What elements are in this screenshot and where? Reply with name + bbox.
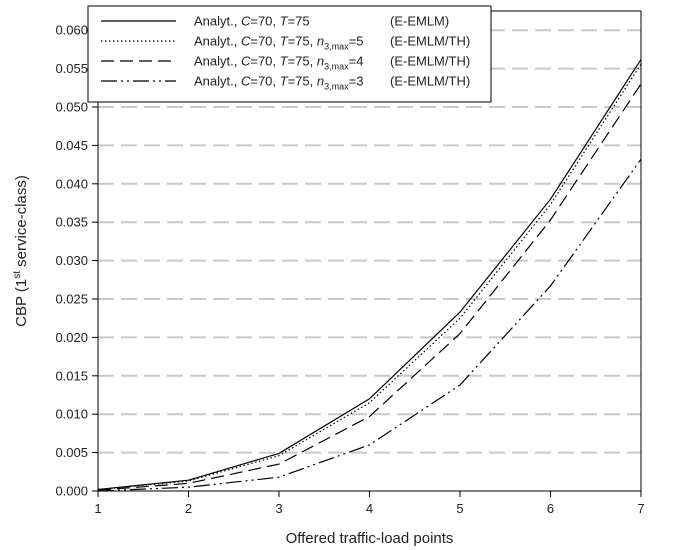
legend-var: T: [280, 74, 289, 89]
legend-label: Analyt., C=70, T=75, n3,max=3: [194, 74, 363, 92]
y-tick-label: 0.010: [55, 407, 88, 422]
y-tick-label: 0.040: [55, 176, 88, 191]
legend-var: T: [280, 34, 289, 49]
y-axis-label-prefix: CBP (1: [13, 279, 30, 327]
y-tick-label: 0.035: [55, 215, 88, 230]
legend-text: =75: [288, 14, 310, 29]
y-axis-label-suffix: service-class): [13, 175, 30, 271]
legend-tag: (E-EMLM/TH): [390, 74, 470, 89]
legend-text: =70,: [250, 14, 279, 29]
legend-var: C: [241, 34, 251, 49]
legend-text: =3: [349, 74, 364, 89]
legend-tag: (E-EMLM): [390, 14, 449, 29]
legend-subscript: 3,max: [324, 62, 349, 72]
legend-tag: (E-EMLM/TH): [390, 54, 470, 69]
legend-text: Analyt.,: [194, 74, 241, 89]
x-tick-label: 7: [637, 501, 644, 516]
legend-var: n: [317, 74, 324, 89]
legend-text: Analyt.,: [194, 54, 241, 69]
legend-text: =5: [349, 34, 364, 49]
legend-var: C: [241, 54, 251, 69]
x-tick-label: 5: [456, 501, 463, 516]
y-tick-label: 0.025: [55, 292, 88, 307]
x-tick-label: 4: [366, 501, 373, 516]
y-tick-label: 0.005: [55, 445, 88, 460]
y-axis-label: CBP (1st service-class): [12, 175, 30, 327]
legend-var: C: [241, 14, 251, 29]
series-line-4: [97, 158, 642, 492]
legend-text: Analyt.,: [194, 14, 241, 29]
legend-text: =70,: [250, 54, 279, 69]
legend-label: Analyt., C=70, T=75: [194, 14, 310, 29]
legend-text: =75,: [288, 74, 317, 89]
legend-text: =4: [349, 54, 364, 69]
x-tick-label: 1: [94, 501, 101, 516]
legend-text: =75,: [288, 54, 317, 69]
legend-var: T: [280, 14, 289, 29]
series-line-2: [97, 63, 642, 491]
x-tick-label: 2: [185, 501, 192, 516]
legend: Analyt., C=70, T=75 (E-EMLM)Analyt., C=70…: [87, 5, 492, 103]
legend-var: n: [317, 54, 324, 69]
y-tick-label: 0.055: [55, 61, 88, 76]
y-axis: 0.000 0.005 0.010 0.015 0.020 0.025 0.030 0.035…: [55, 23, 98, 499]
y-tick-label: 0.030: [55, 253, 88, 268]
y-tick-label: 0.060: [55, 23, 88, 38]
y-tick-label: 0.045: [55, 138, 88, 153]
legend-text: Analyt.,: [194, 34, 241, 49]
x-tick-label: 3: [275, 501, 282, 516]
y-tick-label: 0.020: [55, 330, 88, 345]
legend-box: [87, 5, 492, 103]
legend-text: =70,: [250, 34, 279, 49]
legend-label: Analyt., C=70, T=75, n3,max=4: [194, 54, 363, 72]
series-lines: [97, 59, 642, 492]
x-tick-label: 6: [547, 501, 554, 516]
legend-subscript: 3,max: [324, 42, 349, 52]
legend-text: =75,: [288, 34, 317, 49]
legend-text: =70,: [250, 74, 279, 89]
y-tick-label: 0.000: [55, 484, 88, 499]
y-tick-label: 0.050: [55, 100, 88, 115]
y-axis-label-superscript: st: [12, 271, 23, 279]
series-line-3: [97, 83, 642, 491]
y-tick-label: 0.015: [55, 368, 88, 383]
x-axis-label: Offered traffic-load points: [286, 530, 454, 547]
legend-label: Analyt., C=70, T=75, n3,max=5: [194, 34, 363, 52]
x-axis: 1 2 3 4 5 6 7: [94, 491, 645, 516]
legend-subscript: 3,max: [324, 82, 349, 92]
legend-var: T: [280, 54, 289, 69]
gridlines: [98, 29, 641, 454]
series-line-1: [97, 59, 642, 491]
legend-tag: (E-EMLM/TH): [390, 34, 470, 49]
legend-var: C: [241, 74, 251, 89]
legend-var: n: [317, 34, 324, 49]
